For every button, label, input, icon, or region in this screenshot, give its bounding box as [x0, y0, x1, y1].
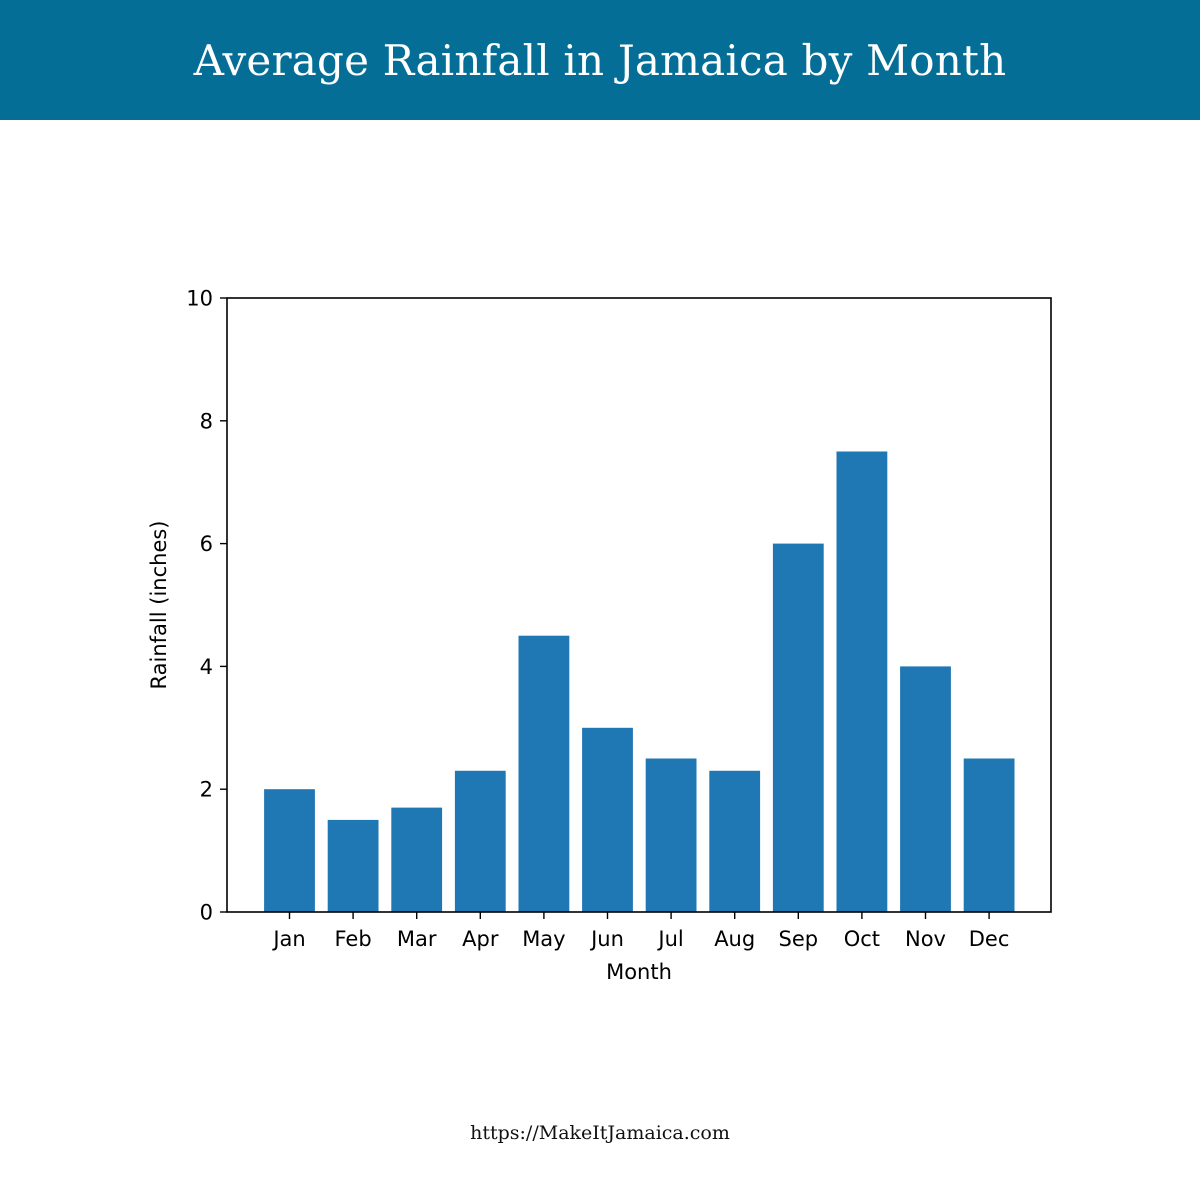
- x-tick-label: May: [522, 927, 565, 951]
- x-tick-label: Oct: [844, 927, 880, 951]
- x-tick-label: Sep: [779, 927, 819, 951]
- bar-dec: [963, 758, 1015, 912]
- bar-jul: [645, 758, 697, 912]
- bar-aug: [709, 770, 761, 912]
- x-tick-label: Feb: [335, 927, 372, 951]
- header-banner: Average Rainfall in Jamaica by Month: [0, 0, 1200, 120]
- page-title: Average Rainfall in Jamaica by Month: [193, 35, 1007, 85]
- bar-nov: [900, 666, 951, 912]
- bar-apr: [454, 770, 506, 912]
- x-tick-label: Jan: [271, 927, 305, 951]
- y-tick-label: 4: [200, 655, 213, 679]
- y-tick-label: 8: [200, 409, 213, 433]
- bar-sep: [772, 543, 824, 912]
- x-tick-label: Aug: [714, 927, 755, 951]
- x-tick-label: Apr: [462, 927, 499, 951]
- plot-frame: [226, 297, 1052, 913]
- y-tick-label: 0: [200, 901, 213, 925]
- y-tick-label: 2: [200, 778, 213, 802]
- bar-jun: [582, 727, 633, 912]
- bars-layer: [264, 451, 1015, 912]
- y-tick-label: 10: [186, 287, 213, 311]
- footer-url: https://MakeItJamaica.com: [470, 1122, 730, 1144]
- bar-mar: [391, 807, 443, 912]
- x-tick-label: Nov: [905, 927, 946, 951]
- y-axis-label: Rainfall (inches): [147, 521, 171, 690]
- ticks-layer: Jan Feb Mar Apr May Jun Jul Aug Sep Oct Nov Dec 0 2 4 6…: [186, 287, 1009, 952]
- bar-feb: [327, 819, 379, 912]
- bar-jan: [264, 789, 315, 912]
- bar-may: [518, 635, 570, 912]
- x-axis-label: Month: [606, 960, 672, 984]
- x-tick-label: Jul: [656, 927, 683, 951]
- y-tick-label: 6: [200, 532, 213, 556]
- x-tick-label: Dec: [969, 927, 1010, 951]
- x-tick-label: Jun: [589, 927, 624, 951]
- x-tick-label: Mar: [397, 927, 437, 951]
- bar-oct: [836, 451, 888, 912]
